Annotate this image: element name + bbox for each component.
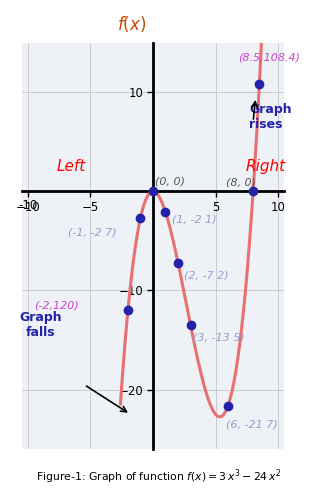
Text: Figure-1: Graph of function $f(x) = 3\,x^3 - 24\,x^2$: Figure-1: Graph of function $f(x) = 3\,x… [36, 467, 282, 486]
Text: (8, 0): (8, 0) [225, 177, 256, 188]
Text: (8.5,108.4): (8.5,108.4) [238, 53, 300, 62]
Text: $f(x)$: $f(x)$ [117, 14, 147, 34]
Text: (-2,120): (-2,120) [34, 300, 79, 310]
Text: Graph
falls: Graph falls [19, 311, 62, 339]
Text: Graph
rises: Graph rises [249, 103, 292, 131]
Text: -10: -10 [18, 199, 38, 212]
Text: (2, -7 2): (2, -7 2) [184, 271, 229, 280]
Text: (-1, -2 7): (-1, -2 7) [68, 228, 116, 238]
Text: (0, 0): (0, 0) [156, 176, 185, 187]
Text: (1, -2 1): (1, -2 1) [172, 214, 216, 224]
Text: Right: Right [245, 159, 286, 174]
Text: Left: Left [57, 159, 86, 174]
Text: (6, -21 7): (6, -21 7) [225, 419, 277, 429]
Text: (3, -13 5): (3, -13 5) [193, 333, 245, 343]
